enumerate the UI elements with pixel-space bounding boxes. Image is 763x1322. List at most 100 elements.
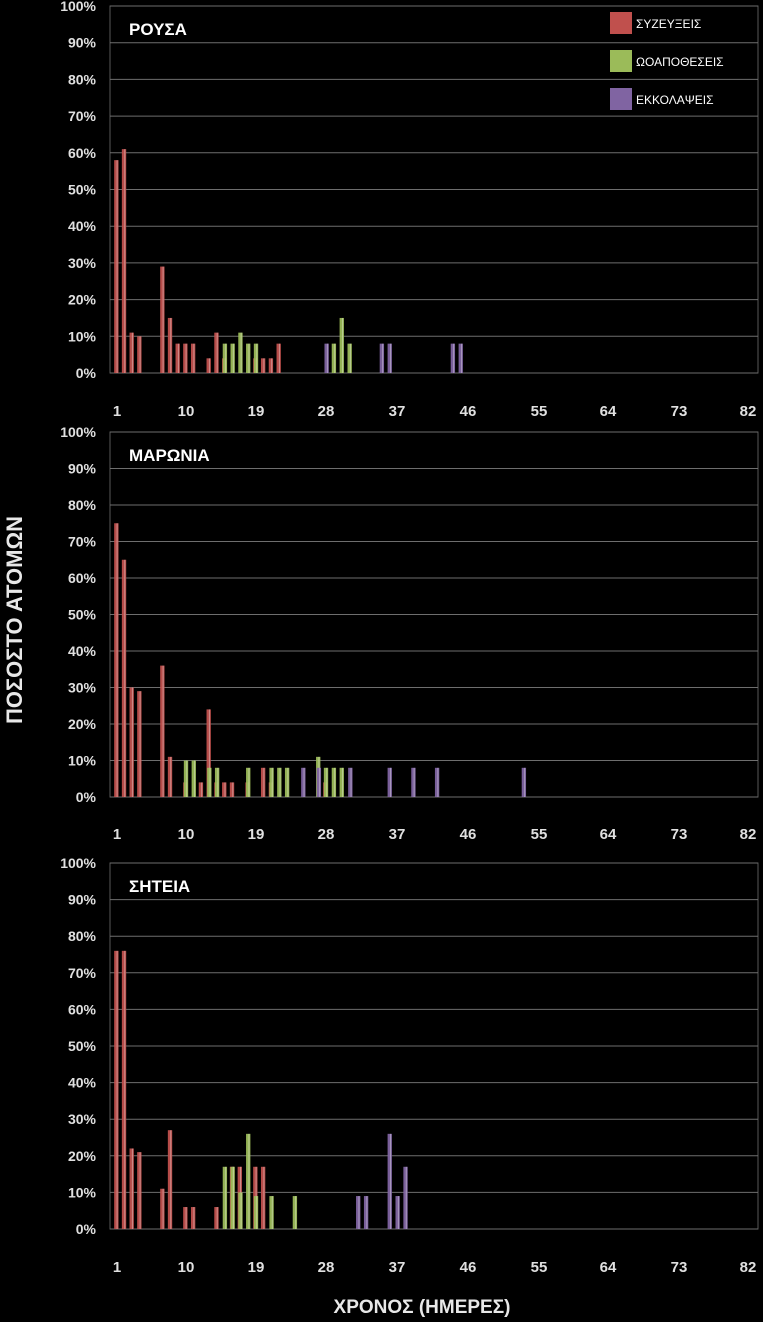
x-tick-label: 37: [389, 403, 406, 420]
bar-highlight: [295, 1196, 297, 1229]
bar-highlight: [124, 559, 126, 797]
x-tick-label: 55: [531, 826, 548, 843]
bar-ΕΚΚΟΛΑΨΕΙΣ-53: [521, 767, 527, 797]
bar-ΩΟΑΠΟΘΕΣΕΙΣ-31: [347, 343, 352, 373]
bar-ΣΥΖΕΥΞΕΙΣ-10: [183, 1207, 188, 1229]
bar-highlight: [224, 782, 226, 797]
y-tick-label: 50%: [68, 182, 97, 198]
legend-entry: ΩΟΑΠΟΘΕΣΕΙΣ: [636, 55, 724, 69]
bar-highlight: [185, 1207, 187, 1229]
y-tick-label: 60%: [68, 570, 97, 586]
bar-ΕΚΚΟΛΑΨΕΙΣ-38: [403, 1166, 408, 1229]
bar-ΣΥΖΕΥΞΕΙΣ-3: [129, 687, 134, 797]
bar-ΕΚΚΟΛΑΨΕΙΣ-44: [450, 343, 456, 373]
bar-ΩΟΑΠΟΘΕΣΕΙΣ-17: [238, 332, 243, 373]
x-tick-label: 10: [178, 1259, 195, 1276]
bar-highlight: [216, 332, 218, 373]
y-tick-label: 70%: [68, 965, 97, 981]
bar-ΣΥΖΕΥΞΕΙΣ-20: [260, 358, 266, 373]
y-tick-label: 80%: [68, 928, 97, 944]
panel-3: 0% 10% 20% 30% 40% 50% 60% 70% 80% 90% 100% 1 10 19 28…: [60, 855, 759, 1276]
bar-ΣΥΖΕΥΞΕΙΣ-8: [167, 317, 173, 373]
bar-ΣΥΖΕΥΞΕΙΣ-13: [206, 358, 211, 373]
panel-2: 0% 10% 20% 30% 40% 50% 60% 70% 80% 90% 100% 1 10 19 28…: [60, 424, 759, 843]
bar-highlight: [319, 767, 321, 797]
bar-ΩΟΑΠΟΘΕΣΕΙΣ-23: [284, 767, 290, 797]
y-tick-label: 80%: [68, 71, 97, 87]
bar-ΩΟΑΠΟΘΕΣΕΙΣ-15: [222, 1166, 228, 1229]
x-tick-label: 46: [460, 403, 477, 420]
bar-highlight: [413, 767, 415, 797]
bar-ΣΥΖΕΥΞΕΙΣ-9: [175, 343, 180, 373]
bar-highlight: [185, 343, 187, 373]
y-tick-label: 70%: [68, 108, 97, 124]
bar-highlight: [389, 767, 392, 797]
x-tick-label: 1: [113, 1259, 121, 1276]
y-tick-label: 30%: [68, 680, 97, 696]
bar-ΩΟΑΠΟΘΕΣΕΙΣ-19: [253, 1196, 259, 1229]
bar-highlight: [232, 782, 234, 797]
y-tick-label: 60%: [68, 1001, 97, 1017]
bar-ΩΟΑΠΟΘΕΣΕΙΣ-16: [230, 343, 235, 373]
bar-ΩΟΑΠΟΘΕΣΕΙΣ-18: [246, 767, 251, 797]
bar-highlight: [170, 317, 172, 373]
bar-highlight: [389, 343, 392, 373]
bar-highlight: [208, 709, 210, 797]
y-tick-label: 10%: [68, 328, 97, 344]
bar-ΩΟΑΠΟΘΕΣΕΙΣ-29: [331, 343, 337, 373]
y-axis-label: ΠΟΣΟΣΤΟ ΑΤΟΜΩΝ: [2, 516, 27, 724]
y-tick-label: 30%: [68, 1111, 97, 1127]
bar-highlight: [256, 343, 258, 373]
x-tick-label: 73: [671, 403, 688, 420]
bar-ΣΥΖΕΥΞΕΙΣ-14: [214, 1207, 219, 1229]
bar-ΩΟΑΠΟΘΕΣΕΙΣ-28: [323, 767, 329, 797]
bar-ΣΥΖΕΥΞΕΙΣ-8: [167, 1130, 173, 1229]
bar-ΕΚΚΟΛΑΨΕΙΣ-31: [348, 767, 353, 797]
bar-highlight: [453, 343, 455, 373]
y-tick-label: 90%: [68, 892, 97, 908]
x-tick-label: 37: [389, 1259, 406, 1276]
bar-ΕΚΚΟΛΑΨΕΙΣ-33: [363, 1196, 369, 1229]
bar-highlight: [263, 358, 265, 373]
x-tick-label: 55: [531, 403, 548, 420]
y-tick-label: 100%: [60, 0, 96, 14]
x-tick-label: 82: [740, 826, 757, 843]
bar-highlight: [358, 1196, 360, 1229]
bar-ΣΥΖΕΥΞΕΙΣ-15: [222, 782, 227, 797]
bar-ΩΟΑΠΟΘΕΣΕΙΣ-19: [253, 343, 259, 373]
bar-highlight: [271, 767, 273, 797]
bar-highlight: [209, 767, 211, 797]
panel-title: ΣΗΤΕΙΑ: [129, 877, 190, 896]
bar-highlight: [232, 1166, 234, 1229]
bar-highlight: [341, 767, 344, 797]
x-tick-label: 28: [318, 826, 335, 843]
bar-highlight: [139, 691, 141, 797]
bar-highlight: [334, 343, 336, 373]
x-tick-label: 64: [600, 826, 617, 843]
bar-highlight: [116, 523, 118, 797]
bar-highlight: [326, 767, 328, 797]
bar-highlight: [405, 1166, 407, 1229]
bar-highlight: [208, 358, 210, 373]
bar-highlight: [524, 767, 526, 797]
y-tick-label: 10%: [68, 753, 97, 769]
bar-highlight: [256, 1196, 258, 1229]
bar-highlight: [131, 1148, 133, 1229]
bar-highlight: [287, 767, 289, 797]
y-tick-label: 60%: [68, 145, 97, 161]
bar-highlight: [279, 767, 281, 797]
bar-highlight: [139, 336, 141, 373]
y-tick-label: 100%: [60, 424, 96, 440]
bar-ΩΟΑΠΟΘΕΣΕΙΣ-14: [214, 767, 220, 797]
bar-ΣΥΖΕΥΞΕΙΣ-4: [137, 1152, 142, 1229]
y-tick-label: 90%: [68, 35, 97, 51]
bar-ΣΥΖΕΥΞΕΙΣ-12: [198, 782, 204, 797]
bar-ΕΚΚΟΛΑΨΕΙΣ-25: [301, 767, 306, 797]
x-tick-label: 28: [318, 403, 335, 420]
bar-highlight: [232, 343, 234, 373]
bar-ΣΥΖΕΥΞΕΙΣ-2: [121, 950, 127, 1229]
bar-ΣΥΖΕΥΞΕΙΣ-1: [114, 523, 119, 797]
x-tick-label: 37: [389, 826, 406, 843]
bar-ΣΥΖΕΥΞΕΙΣ-2: [121, 559, 127, 797]
